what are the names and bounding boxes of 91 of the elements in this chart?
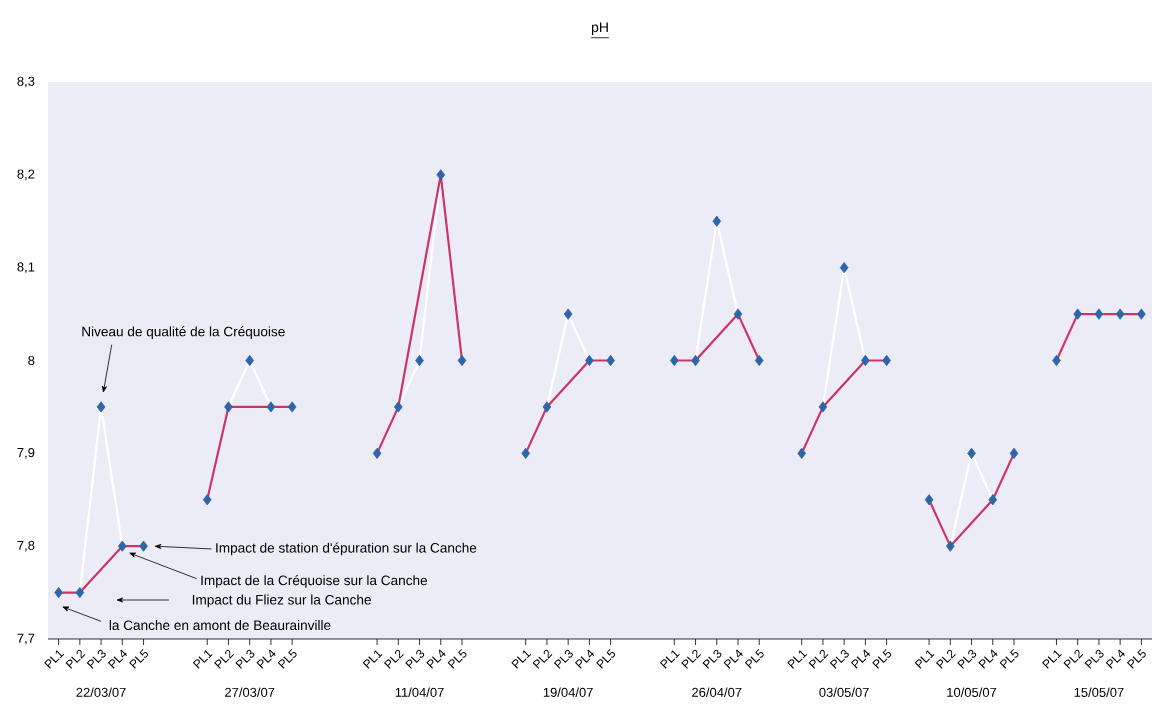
x-tick-label: PL4 (107, 649, 128, 669)
point (436, 169, 446, 181)
x-tick-label: PL3 (235, 649, 255, 669)
y-tick-label: 8 (28, 355, 35, 366)
point (563, 308, 573, 320)
text: 27/03/07 (225, 687, 275, 697)
x-tick-label: PL3 (702, 649, 722, 669)
x-tick-label: PL3 (405, 649, 425, 669)
point (394, 401, 403, 413)
y-tick-label: 7,9 (17, 447, 35, 459)
point (1009, 447, 1019, 459)
x-tick-label: PL1 (362, 650, 383, 669)
point (797, 447, 806, 459)
x-tick-label: PL5 (447, 649, 467, 669)
point (733, 308, 743, 320)
text: 26/04/07 (692, 687, 742, 697)
x-tick-label: PL1 (914, 650, 935, 669)
point (139, 540, 148, 552)
x-tick-label: PL4 (426, 649, 446, 669)
x-tick-label: PL5 (999, 649, 1019, 669)
y-tick-label: 7,7 (17, 633, 35, 645)
point (924, 494, 934, 506)
y-tick-label: 8,3 (17, 76, 35, 88)
x-tick-label: PL1 (659, 650, 680, 669)
point (1115, 308, 1125, 320)
point (96, 401, 106, 413)
y-tick-label: 7,8 (17, 540, 35, 552)
point (1094, 308, 1104, 320)
x-tick-label: PL1 (511, 650, 532, 669)
x-tick-label: PL5 (596, 649, 616, 669)
point (372, 447, 382, 459)
point (946, 540, 955, 552)
annotation: la Canche en amont de Beaurainville (109, 620, 331, 631)
x-tick-label: PL1 (1042, 650, 1062, 669)
text: 03/05/07 (819, 687, 869, 697)
x-tick-label: PL4 (978, 649, 998, 669)
x-tick-label: PL3 (1084, 649, 1104, 669)
point (266, 401, 276, 413)
text: 19/04/07 (543, 687, 593, 697)
x-tick-label: PL4 (256, 649, 276, 669)
x-tick-label: PL2 (808, 649, 829, 669)
chart-title: pH (591, 22, 608, 35)
x-tick-label: PL1 (192, 650, 213, 669)
x-tick-label: PL3 (86, 649, 106, 669)
point (754, 354, 764, 367)
point (1073, 308, 1082, 320)
text: 10/05/07 (947, 687, 997, 697)
x-tick-label: PL5 (129, 649, 149, 669)
x-tick-label: PL5 (744, 649, 764, 669)
x-tick-label: PL4 (1105, 649, 1125, 669)
point (521, 447, 530, 459)
x-tick-label: PL1 (787, 650, 808, 669)
x-tick-label: PL2 (1063, 649, 1084, 669)
x-tick-label: PL3 (957, 649, 977, 669)
x-tick-label: PL2 (383, 649, 404, 669)
x-tick-label: PL2 (681, 649, 702, 669)
x-tick-label: PL4 (850, 649, 871, 669)
x-tick-label: PL5 (872, 649, 892, 669)
point (839, 262, 849, 274)
point (287, 401, 297, 413)
point (202, 494, 212, 506)
text: 11/04/07 (395, 687, 444, 697)
point (75, 586, 85, 599)
x-tick-label: PL2 (65, 649, 86, 669)
point (967, 447, 976, 459)
annotation: Impact de la Créquoise sur la Canche (201, 575, 428, 588)
point (712, 215, 722, 227)
x-tick-label: PL2 (214, 649, 234, 669)
point (118, 540, 127, 552)
point (457, 354, 467, 367)
y-tick-label: 8,1 (17, 262, 35, 274)
point (542, 401, 552, 413)
text: 15/05/07 (1074, 687, 1124, 697)
point (988, 494, 998, 506)
annotation: Impact de station d'épuration sur la Canche (216, 542, 477, 556)
annotation: Impact du Fliez sur la Canche (192, 594, 371, 608)
annotation: Niveau de qualité de la Créquoise (82, 326, 285, 340)
x-tick-label: PL4 (723, 649, 743, 669)
point (818, 401, 828, 413)
y-tick-label: 8,2 (17, 169, 35, 181)
x-tick-label: PL5 (277, 649, 297, 669)
x-tick-label: PL2 (532, 649, 553, 669)
x-tick-label: PL2 (935, 649, 956, 669)
x-tick-label: PL1 (44, 650, 65, 669)
point (1137, 308, 1146, 320)
text: 22/03/07 (76, 687, 126, 697)
point (224, 401, 233, 413)
x-tick-label: PL5 (1126, 649, 1146, 669)
x-tick-label: PL3 (553, 649, 573, 669)
x-tick-label: PL3 (829, 649, 849, 669)
x-tick-label: PL4 (574, 649, 595, 669)
